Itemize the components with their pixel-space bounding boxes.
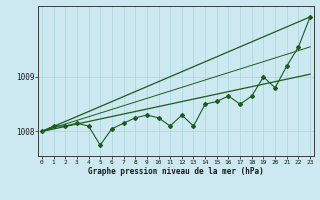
X-axis label: Graphe pression niveau de la mer (hPa): Graphe pression niveau de la mer (hPa)	[88, 167, 264, 176]
